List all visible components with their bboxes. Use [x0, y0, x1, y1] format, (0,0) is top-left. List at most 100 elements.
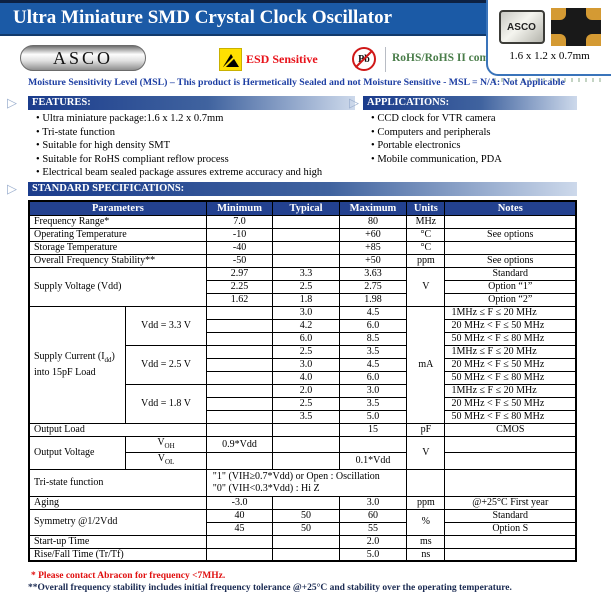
param-cell: Aging [28, 495, 207, 510]
table-row: Output Voltage VOH 0.9*Vdd V [28, 435, 577, 470]
table-row: Output Load 15 pF CMOS [28, 422, 577, 437]
notes-cell [444, 452, 577, 470]
min-cell: 45 [205, 521, 274, 536]
esd-warning-icon [219, 48, 242, 71]
product-chips: ASCO [488, 0, 611, 46]
units-cell: V [406, 266, 446, 307]
vdd-group-cell: Vdd = 1.8 V [125, 383, 207, 424]
vdd-group-cell: Vdd = 3.3 V [125, 305, 207, 346]
specifications-header: STANDARD SPECIFICATIONS: [28, 182, 577, 196]
min-cell: 40 [205, 508, 274, 523]
units-cell: MHz [406, 214, 446, 229]
min-cell [205, 318, 274, 333]
feature-item: Tri-state function [36, 126, 356, 140]
units-cell: pF [406, 422, 446, 437]
typ-cell [272, 214, 340, 229]
tristate-line: "1" (VIH≥0.7*Vdd) or Open : Oscillation [212, 471, 380, 482]
badge-divider [385, 47, 386, 72]
typ-cell: 2.0 [272, 383, 340, 398]
product-image-box: ASCO 1.6 x 1.2 x 0.7mm [486, 0, 611, 76]
table-row: 2.25 2.5 2.75 Option “1” [29, 279, 577, 294]
param-cell: Rise/Fall Time (Tr/Tf) [28, 547, 207, 562]
col-header-parameters: Parameters [28, 200, 207, 216]
col-header-notes: Notes [444, 200, 577, 216]
tristate-line: "0" (VIH<0.3*Vdd) : Hi Z [212, 482, 320, 494]
typ-cell: 3.0 [272, 357, 340, 372]
typ-cell: 4.0 [272, 370, 340, 385]
min-cell [205, 357, 274, 372]
chip-top-view: ASCO [498, 10, 545, 44]
chip-pad-icon [585, 8, 601, 20]
pb-free-icon: Pb [352, 47, 376, 71]
table-row: Tri-state function "1" (VIH≥0.7*Vdd) or … [28, 468, 577, 497]
max-cell: 55 [338, 521, 408, 536]
units-cell: ppm [406, 495, 446, 510]
notes-cell [444, 214, 577, 229]
notes-cell [444, 534, 577, 549]
notes-cell: Standard [444, 508, 577, 523]
max-cell: 3.0 [338, 383, 408, 398]
chip-pad-icon [550, 34, 566, 46]
max-cell: +60 [338, 227, 408, 242]
min-cell: -50 [205, 253, 274, 268]
max-cell: 0.1*Vdd [338, 452, 408, 470]
typ-cell [272, 240, 340, 255]
notes-cell: 20 MHz < F ≤ 50 MHz [444, 396, 577, 411]
param-subscript: dd [104, 356, 112, 364]
table-row: 3.0 4.5 20 MHz < F ≤ 50 MHz [29, 357, 577, 372]
notes-cell: See options [444, 253, 577, 268]
table-row: Frequency Range* 7.0 80 MHz [28, 214, 577, 229]
min-cell: 0.9*Vdd [205, 435, 274, 453]
param-cell: Tri-state function [28, 468, 207, 497]
param-cell: Supply Current (Idd) into 15pF Load [28, 305, 127, 424]
table-row: Storage Temperature -40 +85 °C [28, 240, 577, 255]
notes-cell: Option “2” [444, 292, 577, 307]
units-cell: V [406, 435, 446, 470]
typ-cell: 1.8 [272, 292, 340, 307]
notes-cell: @+25°C First year [444, 495, 577, 510]
notes-cell [444, 435, 577, 453]
max-cell: 5.0 [338, 547, 408, 562]
section-arrow-icon: ▷ [349, 95, 359, 110]
min-cell [205, 409, 274, 424]
symbol-text: V [157, 436, 165, 448]
notes-cell: Standard [444, 266, 577, 281]
units-cell: °C [406, 227, 446, 242]
units-cell: % [406, 508, 446, 536]
esd-sensitive-label: ESD Sensitive [246, 52, 318, 66]
typ-cell [272, 495, 340, 510]
typ-cell [272, 534, 340, 549]
typ-cell: 4.2 [272, 318, 340, 333]
notes-cell: 1MHz ≤ F ≤ 20 MHz [444, 383, 577, 398]
typ-cell: 6.0 [272, 331, 340, 346]
chip-brand-label: ASCO [507, 21, 536, 33]
chip-pad-icon [585, 34, 601, 46]
feature-item: Suitable for high density SMT [36, 139, 356, 153]
chip-pad-icon [550, 8, 566, 20]
asco-logo: ASCO [20, 45, 146, 71]
param-cell: Symmetry @1/2Vdd [28, 508, 207, 536]
units-cell: ppm [406, 253, 446, 268]
specifications-table: Parameters Minimum Typical Maximum Units… [28, 200, 577, 562]
page-title: Ultra Miniature SMD Crystal Clock Oscill… [13, 7, 393, 28]
max-cell: 3.63 [338, 266, 408, 281]
notes-cell: 1MHz ≤ F ≤ 20 MHz [444, 344, 577, 359]
notes-cell [444, 547, 577, 562]
notes-cell: Option “1” [444, 279, 577, 294]
max-cell: 15 [338, 422, 408, 437]
table-row: Rise/Fall Time (Tr/Tf) 5.0 ns [28, 547, 577, 562]
typ-cell: 2.5 [272, 344, 340, 359]
param-cell: Storage Temperature [28, 240, 207, 255]
section-arrow-icon: ▷ [7, 95, 17, 110]
table-row: 45 50 55 Option S [29, 521, 577, 536]
max-cell: 4.5 [338, 357, 408, 372]
param-cell: Output Voltage [28, 435, 127, 470]
units-cell [406, 468, 446, 497]
asco-logo-text: ASCO [52, 47, 113, 68]
min-cell [205, 534, 274, 549]
min-cell [205, 396, 274, 411]
typ-cell: 3.3 [272, 266, 340, 281]
min-cell [205, 331, 274, 346]
notes-cell: 20 MHz < F ≤ 50 MHz [444, 318, 577, 333]
features-header: FEATURES: [28, 96, 355, 110]
